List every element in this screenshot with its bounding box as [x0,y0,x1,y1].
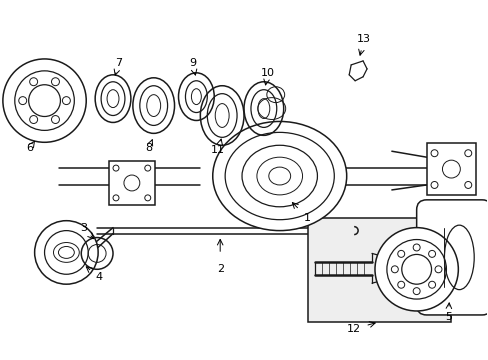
Text: 8: 8 [145,143,152,153]
Circle shape [35,221,98,284]
Text: 6: 6 [26,143,33,153]
Text: 12: 12 [346,324,361,334]
Text: 5: 5 [444,312,451,322]
Text: 7: 7 [115,58,122,68]
Text: 4: 4 [95,272,102,282]
Bar [426,143,475,195]
Text: 1: 1 [304,213,310,223]
Circle shape [374,228,457,311]
Text: 11: 11 [211,145,225,155]
Text: 9: 9 [188,58,196,68]
Text: 13: 13 [356,34,370,44]
Text: 10: 10 [260,68,274,78]
Circle shape [3,59,86,142]
Ellipse shape [212,121,346,231]
Text: 2: 2 [216,264,224,274]
FancyBboxPatch shape [416,200,488,315]
Text: 3: 3 [80,222,86,233]
Bar [307,218,450,322]
Bar [109,161,154,205]
